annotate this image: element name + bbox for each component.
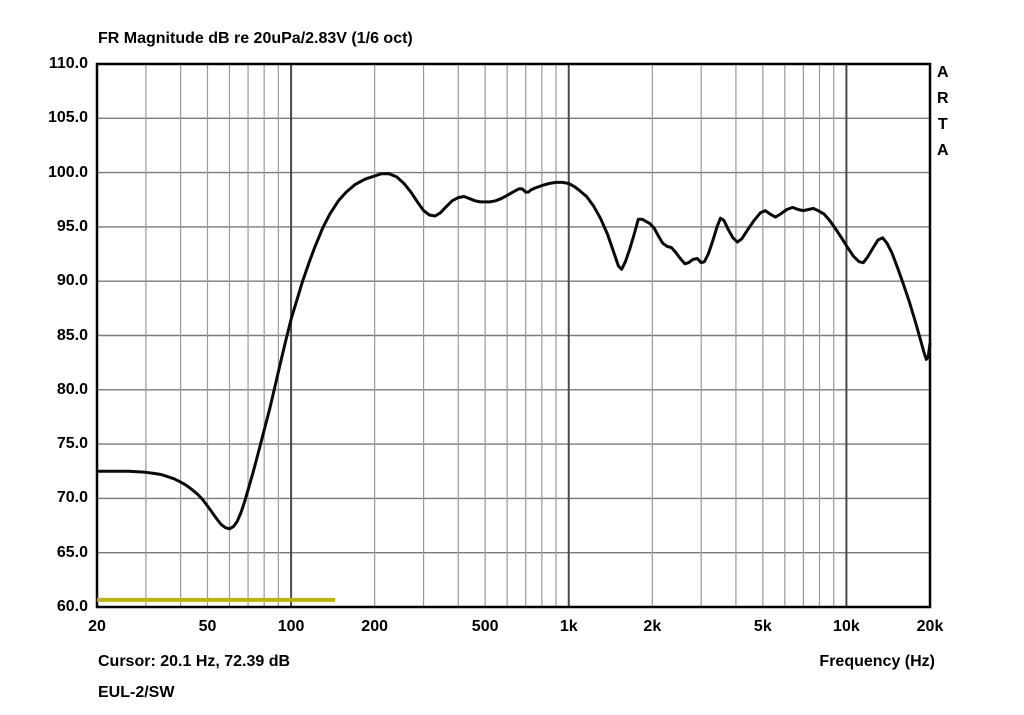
x-tick-label: 10k <box>833 618 860 635</box>
x-axis-title: Frequency (Hz) <box>819 653 935 670</box>
x-tick-label: 20k <box>916 618 944 635</box>
y-tick-label: 110.0 <box>48 55 88 72</box>
plot-frame <box>95 62 932 609</box>
watermark-letter: A <box>937 142 949 159</box>
watermark-letter: T <box>937 116 948 133</box>
x-tick-label: 5k <box>753 618 772 635</box>
x-tick-label: 1k <box>559 618 578 635</box>
x-tick-label: 50 <box>198 618 217 635</box>
cursor-readout: Cursor: 20.1 Hz, 72.39 dB <box>98 653 291 670</box>
y-tick-label: 100.0 <box>47 163 88 181</box>
x-tick-label: 20 <box>88 618 106 635</box>
watermark-letter: A <box>937 64 949 81</box>
y-tick-label: 80.0 <box>56 380 88 398</box>
overlay-file-label: EUL-2/SW <box>98 684 175 701</box>
y-tick-label: 70.0 <box>56 489 88 507</box>
x-tick-label: 2k <box>643 618 662 635</box>
y-tick-label: 105.0 <box>47 109 88 127</box>
y-tick-label: 65.0 <box>56 543 88 561</box>
y-tick-label: 95.0 <box>56 217 88 235</box>
x-tick-label: 500 <box>471 618 499 635</box>
y-tick-label: 85.0 <box>56 326 88 344</box>
chart-title: FR Magnitude dB re 20uPa/2.83V (1/6 oct) <box>98 30 413 47</box>
watermark-letter: R <box>937 90 949 107</box>
fr-magnitude-curve <box>97 172 932 531</box>
x-tick-label: 100 <box>277 618 305 635</box>
x-tick-label: 200 <box>361 618 389 635</box>
y-tick-label: 75.0 <box>56 435 88 453</box>
y-tick-label: 60.0 <box>56 598 88 615</box>
y-tick-label: 90.0 <box>56 272 88 290</box>
